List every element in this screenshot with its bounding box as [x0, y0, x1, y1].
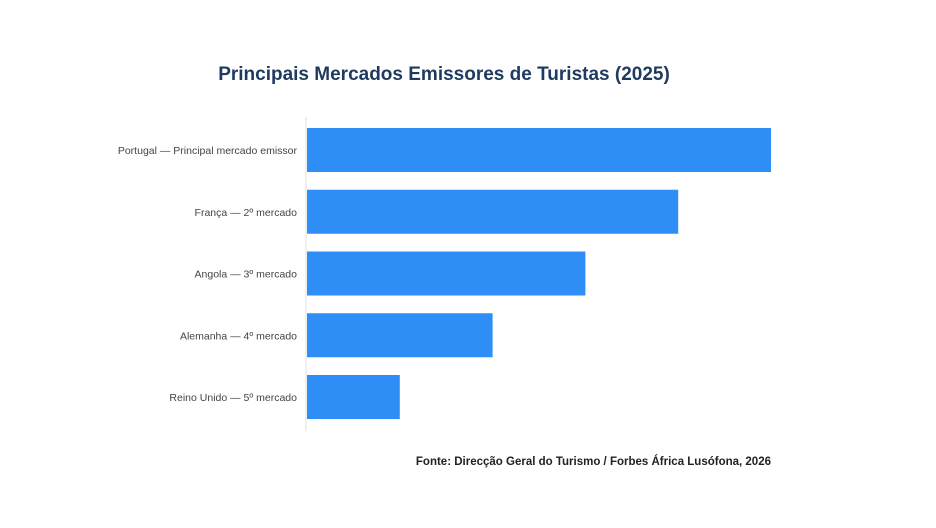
source-note: Fonte: Direcção Geral do Turismo / Forbe… — [416, 455, 771, 468]
category-labels: Portugal — Principal mercado emissor Fran… — [118, 145, 298, 404]
bar-5 — [307, 375, 400, 419]
category-label-2: França — 2º mercado — [195, 207, 298, 219]
bar-2 — [307, 189, 679, 234]
chart-title: Principais Mercados Emissores de Turista… — [218, 64, 670, 85]
bars-group — [307, 128, 771, 419]
bar-1 — [307, 128, 771, 172]
bar-4 — [307, 313, 493, 358]
category-label-1: Portugal — Principal mercado emissor — [118, 145, 298, 157]
category-label-5: Reino Unido — 5º mercado — [169, 392, 297, 404]
category-label-4: Alemanha — 4º mercado — [180, 330, 297, 342]
bar-3 — [307, 251, 586, 296]
category-label-3: Angola — 3º mercado — [195, 269, 298, 281]
